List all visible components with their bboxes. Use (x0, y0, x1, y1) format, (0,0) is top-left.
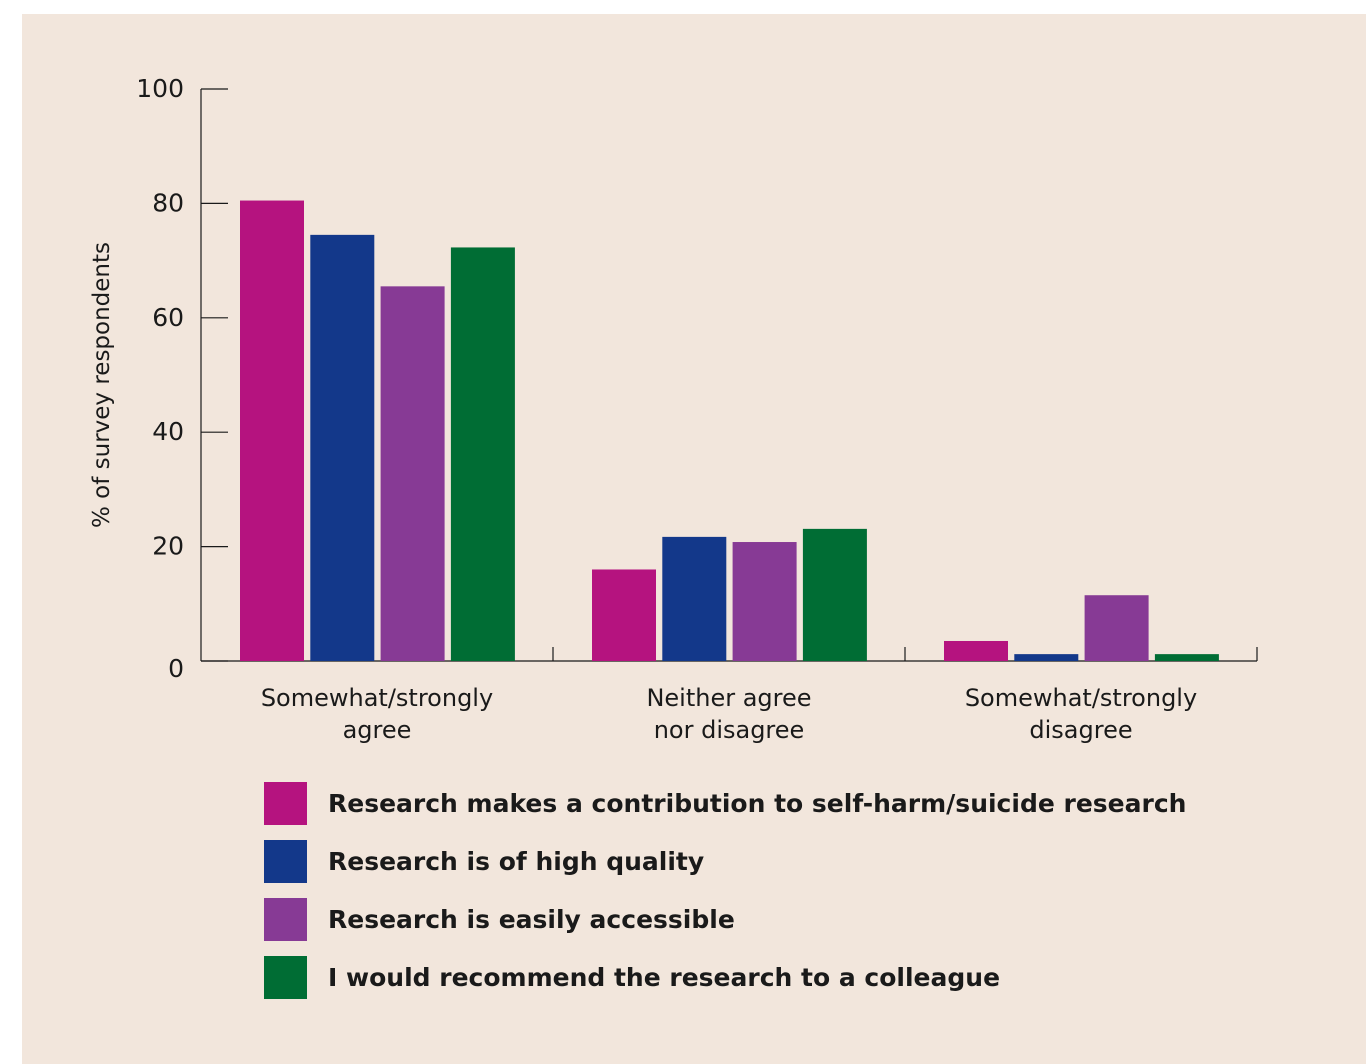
bar (1154, 654, 1219, 661)
bar-chart: 0 20 40 60 80 100 Somewhat/strongly agree Neithe… (89, 74, 1258, 744)
y-tick-label: 0 (168, 654, 184, 683)
x-category-label: Somewhat/strongly (965, 684, 1197, 712)
legend-label: Research makes a contribution to self-ha… (328, 789, 1187, 818)
y-tick-label: 40 (152, 417, 184, 446)
x-category-label: disagree (1029, 716, 1132, 744)
legend-swatch (264, 782, 307, 825)
bar (802, 528, 867, 661)
bar (944, 640, 1008, 661)
x-category-label: agree (343, 716, 412, 744)
x-category-label: Somewhat/strongly (261, 684, 493, 712)
x-category-label: Neither agree (646, 684, 811, 712)
bar (592, 569, 656, 661)
legend-swatch (264, 840, 307, 883)
bar (662, 536, 727, 661)
y-tick-label: 100 (136, 74, 184, 103)
legend-label: Research is of high quality (328, 847, 705, 876)
bar (240, 200, 304, 662)
legend-swatch (264, 898, 307, 941)
bar (380, 286, 445, 661)
y-tick-label: 80 (152, 188, 184, 217)
x-category-label: nor disagree (654, 716, 805, 744)
y-tick-label: 60 (152, 303, 184, 332)
chart-bars (240, 200, 1219, 662)
bar (1014, 654, 1079, 661)
bar (450, 247, 515, 661)
chart-labels: 0 20 40 60 80 100 Somewhat/strongly agree Neithe… (89, 74, 1197, 744)
y-axis-title: % of survey respondents (89, 242, 115, 528)
legend-label: Research is easily accessible (328, 905, 735, 934)
y-tick-label: 20 (152, 532, 184, 561)
bar (310, 234, 375, 662)
legend-swatch (264, 956, 307, 999)
legend-label: I would recommend the research to a coll… (328, 963, 1001, 992)
bar (1084, 595, 1149, 661)
bar (732, 542, 797, 661)
chart-axes (200, 88, 1258, 662)
